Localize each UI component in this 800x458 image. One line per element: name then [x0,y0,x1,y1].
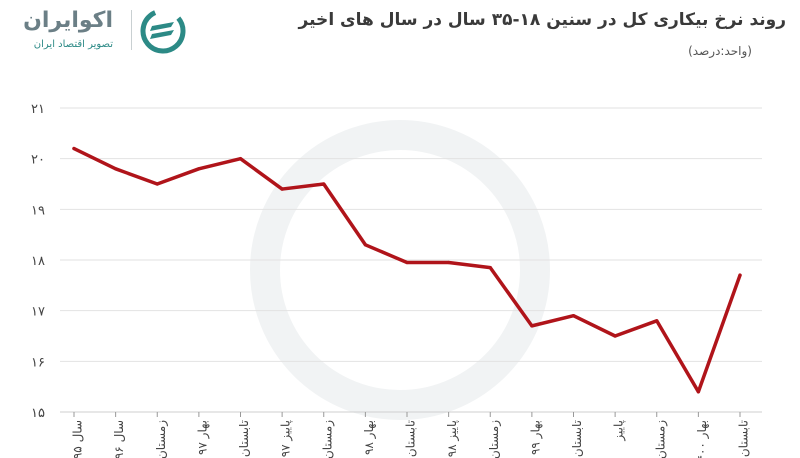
series-layer [72,146,742,394]
data-point [280,187,284,191]
y-tick-label: ۱۷ [31,305,45,320]
eco-iran-logo-icon [140,8,186,54]
brand-tagline: تصویر اقتصاد ایران [33,39,113,50]
x-tick-label: بهار ۱۴۰۰ [695,420,710,458]
data-point [655,319,659,323]
chart-title: روند نرخ بیکاری کل در سنین ۱۸-۳۵ سال در … [298,10,786,30]
data-point [114,167,118,171]
data-point [72,146,76,151]
x-tick-label: سال ۹۵ [71,420,85,458]
x-tick-label: تابستان [737,420,751,457]
data-point [447,260,451,265]
x-tick-label: تابستان [570,420,584,457]
x-tick-label: زمستان [487,420,502,458]
x-axis: سال ۹۵ سال ۹۶ زمستان بهار ۹۷ تابستان پاییز ۹۷… [71,412,751,458]
brand-name: اکوایران [23,8,113,33]
y-tick-label: ۱۶ [31,355,45,370]
y-tick-label: ۲۰ [31,153,45,168]
series-line [72,146,742,394]
y-tick-label: ۱۵ [31,406,45,421]
data-point [696,390,700,394]
logo-divider [131,10,132,50]
y-tick-label: ۱۹ [31,203,45,218]
data-point [571,314,576,318]
x-tick-label: پاییز ۹۷ [279,420,294,457]
data-point [613,334,617,338]
data-point [405,260,409,265]
data-point [322,182,326,186]
x-tick-label: تابستان [404,420,418,457]
y-tick-label: ۱۸ [31,254,45,269]
x-tick-label: زمستان [154,420,169,458]
brand-logo[interactable]: اکوایران تصویر اقتصاد ایران [14,6,199,56]
data-point [155,182,159,186]
header: اکوایران تصویر اقتصاد ایران روند نرخ بیک… [0,0,800,80]
data-point [738,273,742,277]
data-point [238,157,243,161]
x-tick-label: تابستان [237,420,251,457]
x-tick-label: پاییز [612,420,627,442]
gridlines [60,107,762,413]
x-tick-label: بهار ۹۸ [362,420,377,455]
x-tick-label: زمستان [653,420,668,458]
y-axis: ۱۵ ۱۶ ۱۷ ۱۸ ۱۹ ۲۰ ۲۱ [31,102,45,421]
data-point [363,243,367,247]
x-tick-label: پاییز ۹۸ [445,420,460,457]
x-tick-label: سال ۹۶ [112,420,126,458]
x-tick-label: بهار ۹۷ [195,420,210,455]
data-point [488,266,492,270]
data-point [530,324,534,328]
watermark-logo [250,120,550,420]
data-point [197,167,201,171]
y-tick-label: ۲۱ [31,102,45,117]
unit-label: (واحد:درصد) [688,44,752,58]
x-tick-label: بهار ۹۹ [528,420,543,455]
x-tick-label: زمستان [320,420,335,458]
